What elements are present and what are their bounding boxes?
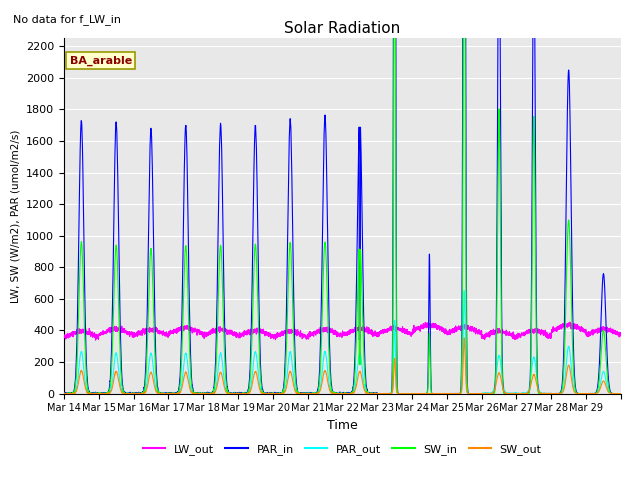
Legend: LW_out, PAR_in, PAR_out, SW_in, SW_out: LW_out, PAR_in, PAR_out, SW_in, SW_out [139,439,546,459]
Text: No data for f_LW_in: No data for f_LW_in [13,14,121,25]
Title: Solar Radiation: Solar Radiation [284,21,401,36]
X-axis label: Time: Time [327,419,358,432]
Y-axis label: LW, SW (W/m2), PAR (umol/m2/s): LW, SW (W/m2), PAR (umol/m2/s) [10,129,20,303]
Text: BA_arable: BA_arable [70,55,132,66]
